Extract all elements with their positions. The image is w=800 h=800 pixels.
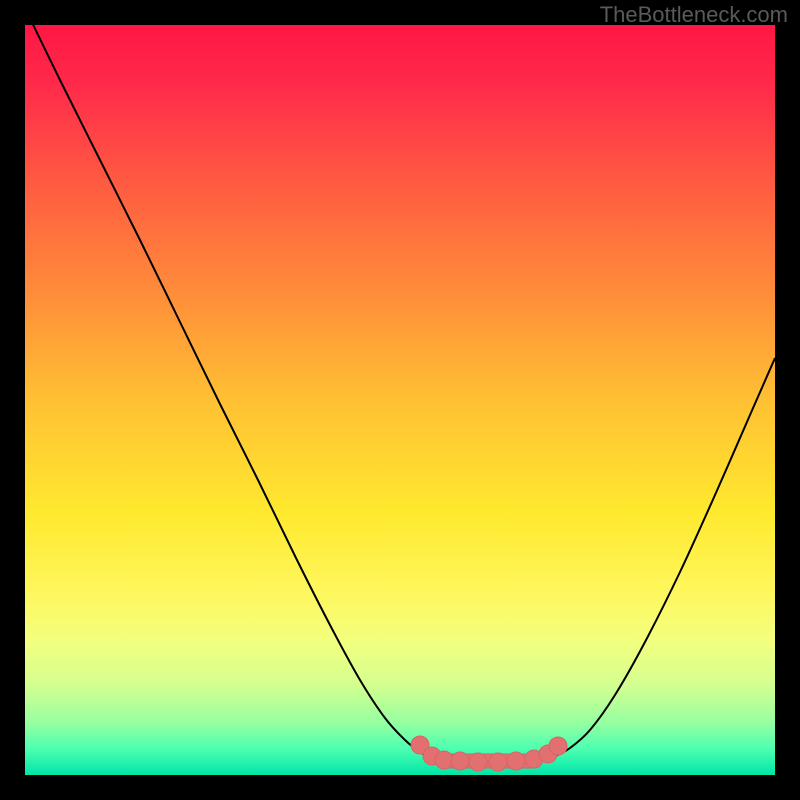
chart-svg — [0, 0, 800, 800]
watermark-text: TheBottleneck.com — [600, 2, 788, 28]
bottleneck-chart: TheBottleneck.com — [0, 0, 800, 800]
